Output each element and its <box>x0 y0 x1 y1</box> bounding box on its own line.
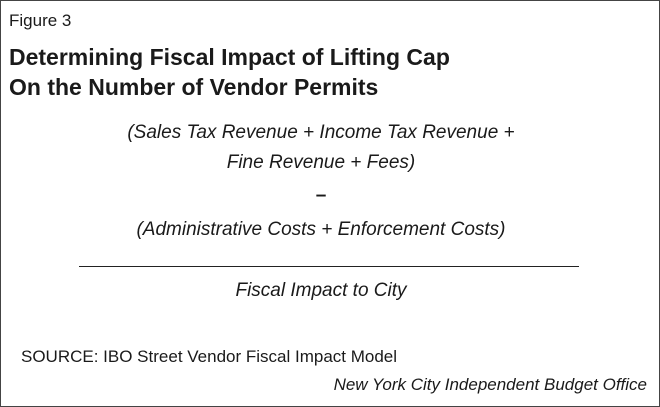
formula-line: (Administrative Costs + Enforcement Cost… <box>136 219 506 240</box>
formula-result: Fiscal Impact to City <box>235 280 407 301</box>
figure-label: Figure 3 <box>9 11 72 30</box>
fraction-rule <box>79 266 579 267</box>
formula-operator: – <box>315 185 327 206</box>
formula-line: Fine Revenue + Fees) <box>226 152 416 173</box>
title-line: Determining Fiscal Impact of Lifting Cap <box>9 44 450 70</box>
formula-line: (Sales Tax Revenue + Income Tax Revenue … <box>127 122 515 143</box>
title-line: On the Number of Vendor Permits <box>9 74 379 100</box>
source: SOURCE: IBO Street Vendor Fiscal Impact … <box>21 347 398 366</box>
credit: New York City Independent Budget Office <box>333 375 647 394</box>
